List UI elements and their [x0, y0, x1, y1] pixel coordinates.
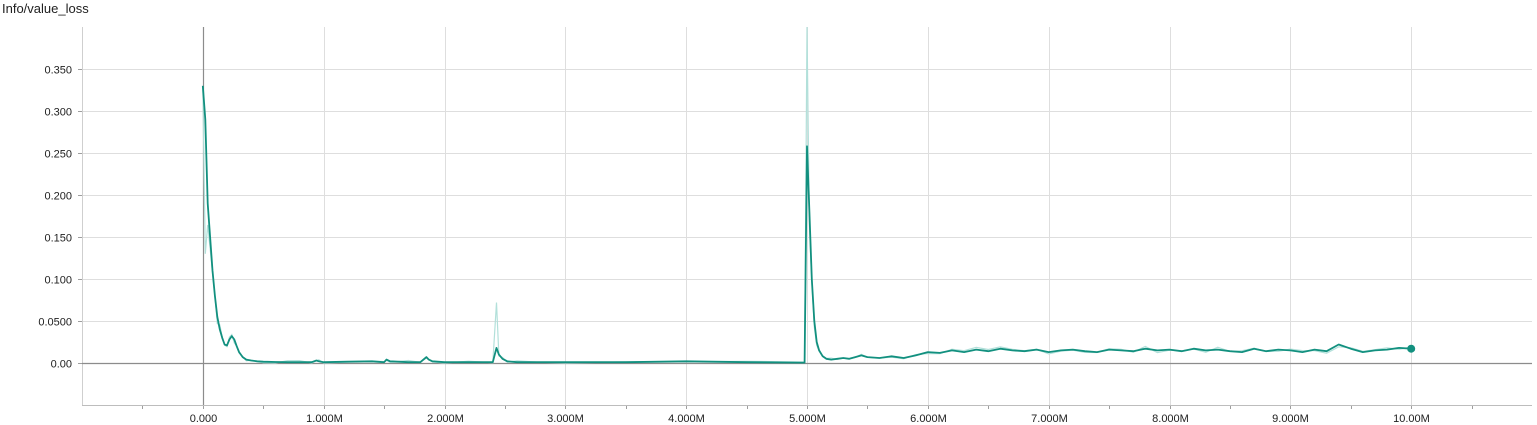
x-tick-label: 3.000M	[547, 413, 584, 425]
series-end-point[interactable]	[1407, 345, 1415, 353]
x-tick-label: 6.000M	[910, 413, 947, 425]
x-tick-label: 7.000M	[1031, 413, 1068, 425]
y-tick-label: 0.200	[44, 191, 72, 203]
y-tick-label: 0.350	[44, 65, 72, 77]
x-tick-label: 2.000M	[427, 413, 464, 425]
x-tick-label: 4.000M	[668, 413, 705, 425]
y-tick-label: 0.100	[44, 275, 72, 287]
x-tick-label: 9.000M	[1272, 413, 1309, 425]
tick-labels: 0.000 1.000M 2.000M 3.000M 4.000M 5.000M 6.000…	[38, 65, 1430, 425]
x-tick-label: 1.000M	[306, 413, 343, 425]
y-tick-label: 0.0500	[38, 317, 72, 329]
y-tick-label: 0.00	[51, 359, 72, 371]
x-tick-label: 5.000M	[789, 413, 826, 425]
y-tick-label: 0.150	[44, 233, 72, 245]
y-tick-label: 0.250	[44, 149, 72, 161]
x-tick-label: 10.00M	[1393, 413, 1430, 425]
x-tick-label: 0.000	[190, 413, 218, 425]
y-tick-label: 0.300	[44, 107, 72, 119]
x-tick-label: 8.000M	[1152, 413, 1189, 425]
